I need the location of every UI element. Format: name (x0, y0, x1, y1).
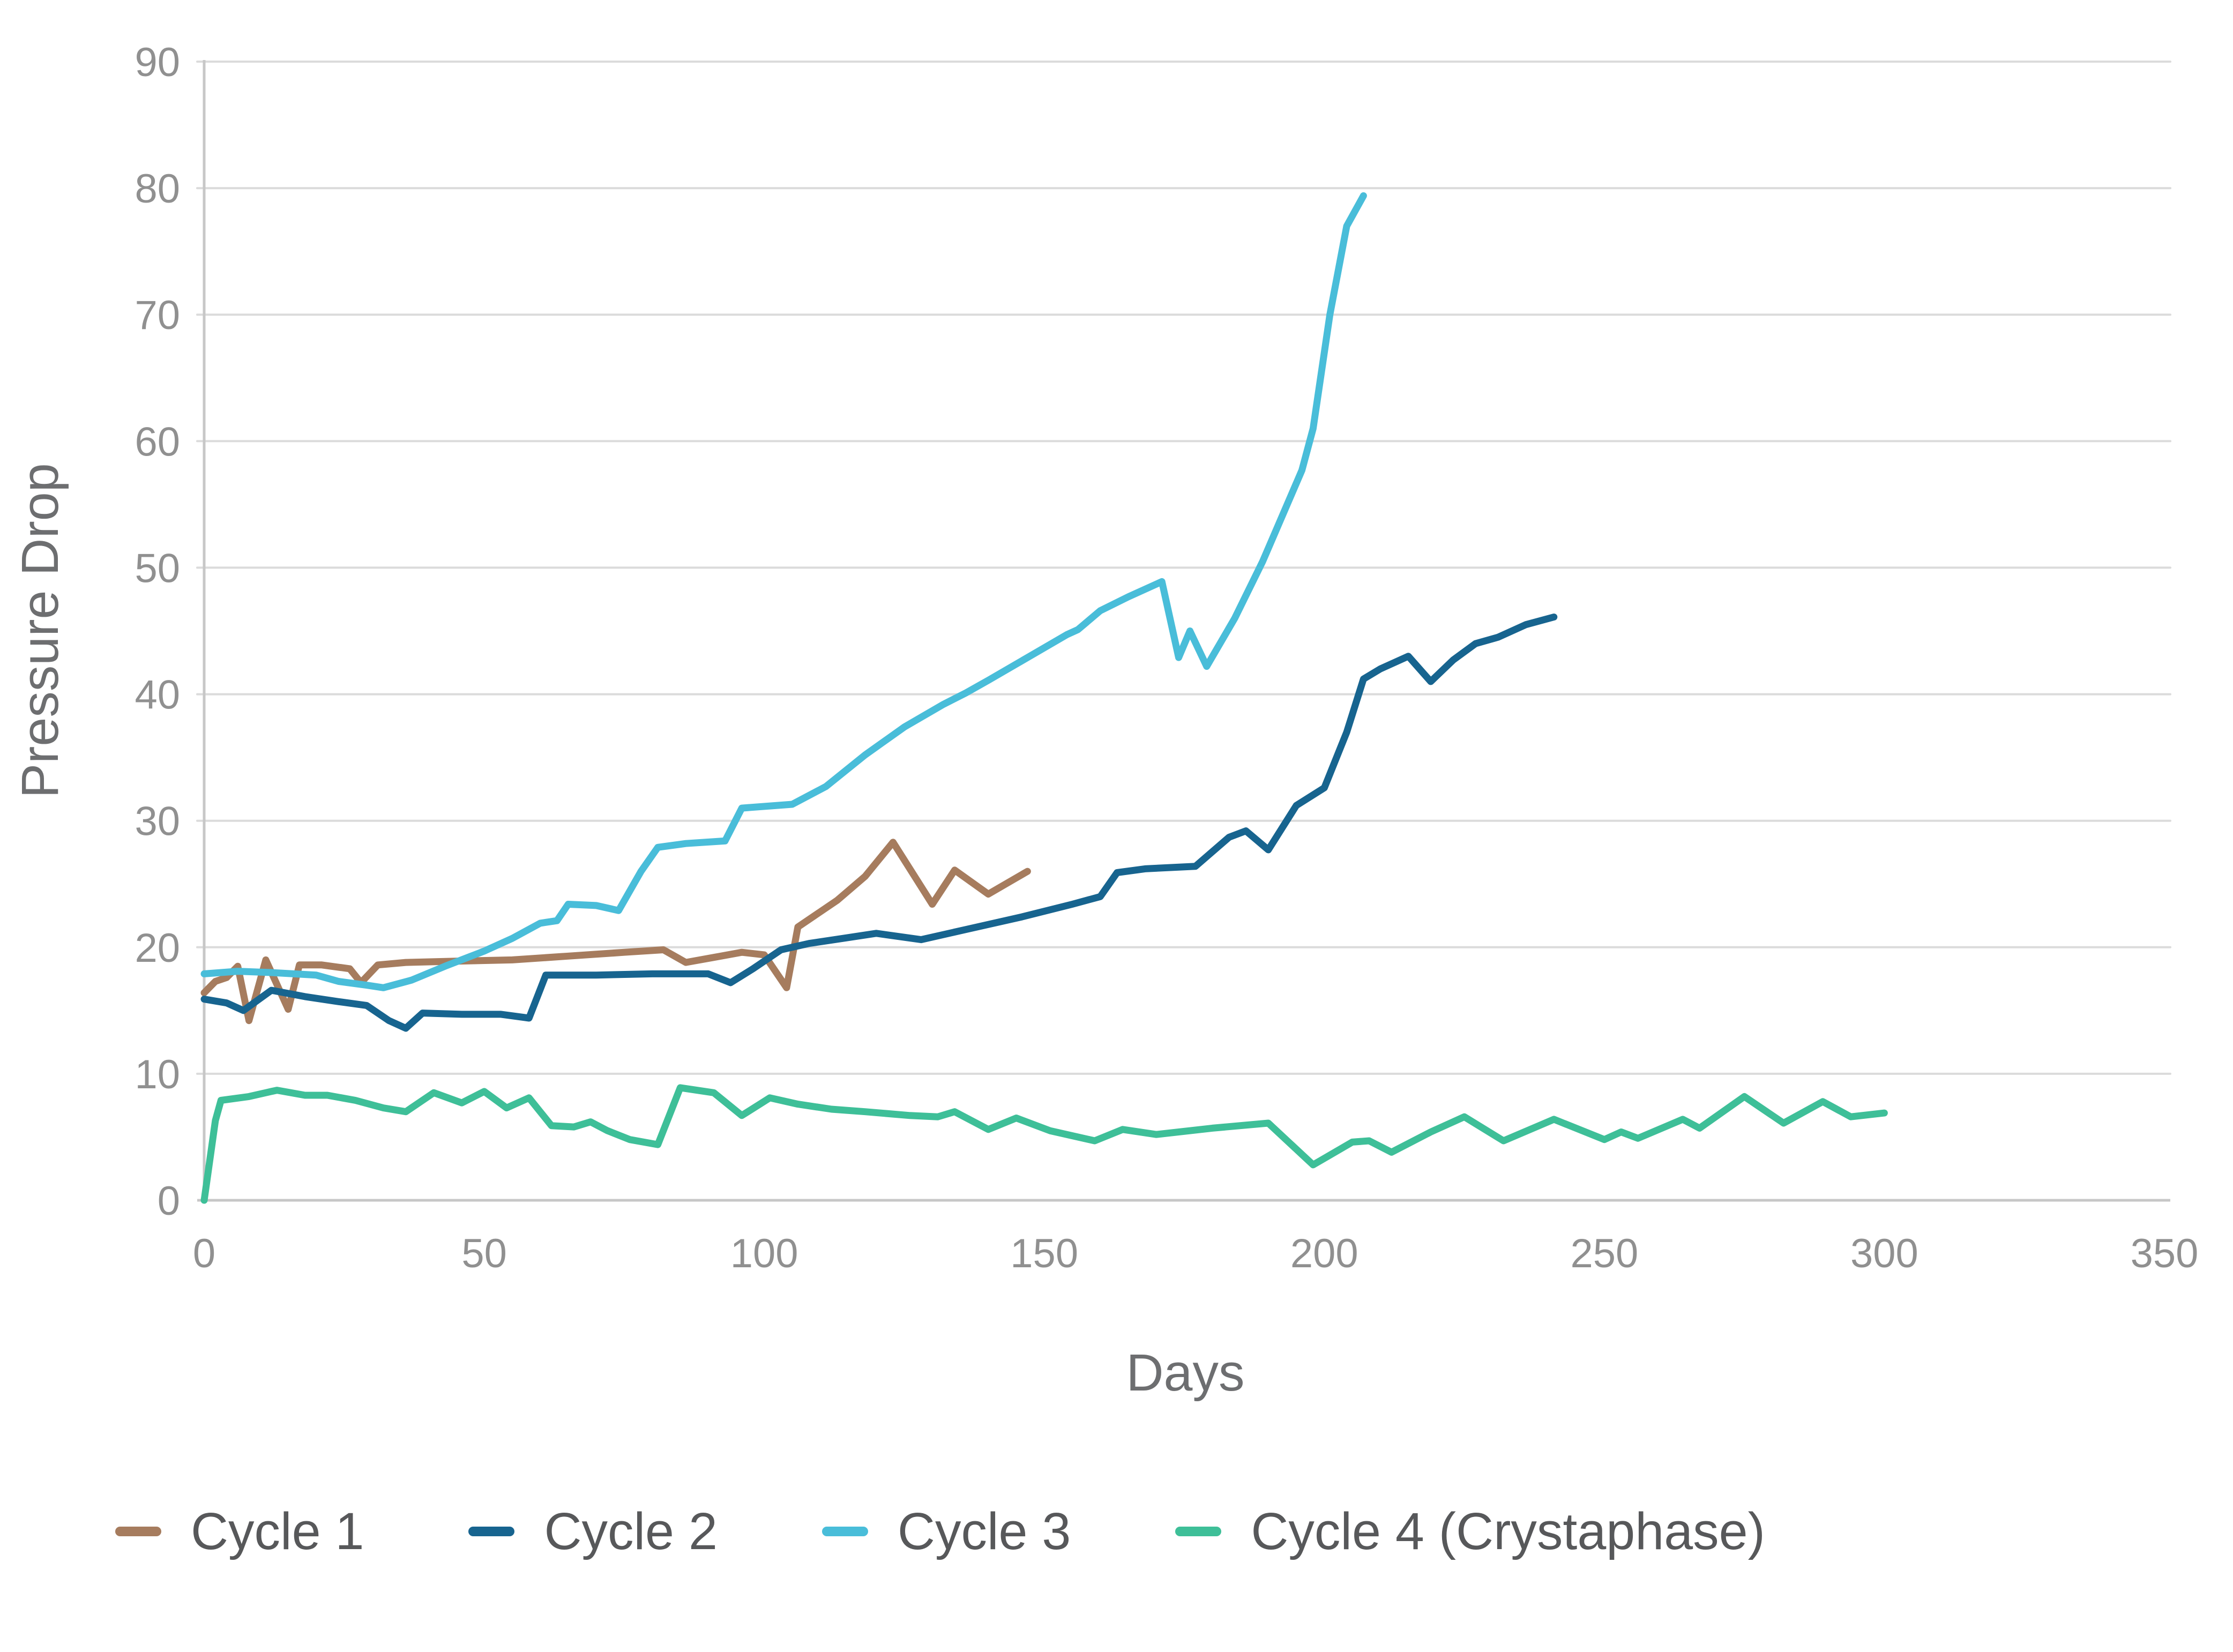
y-tick-label: 80 (135, 166, 180, 212)
x-tick-label: 200 (1290, 1231, 1358, 1276)
x-tick-label: 0 (193, 1231, 215, 1276)
axes (197, 60, 2170, 1202)
legend-item-cycle-1: Cycle 1 (115, 1501, 364, 1561)
series-line-1 (200, 839, 1031, 1025)
legend: Cycle 1 Cycle 2 Cycle 3 Cycle 4 (Crystap… (115, 1501, 1765, 1561)
tick-labels: 0 10 20 30 40 50 60 70 80 90 0 50 100 150 200 250 300 350 (135, 40, 2198, 1276)
x-axis-title: Days (1126, 1343, 1245, 1402)
y-tick-label: 30 (135, 799, 180, 844)
x-tick-label: 150 (1010, 1231, 1078, 1276)
y-tick-label: 90 (135, 40, 180, 85)
legend-label: Cycle 4 (Crystaphase) (1251, 1502, 1765, 1560)
y-tick-label: 0 (158, 1178, 180, 1224)
legend-item-cycle-2: Cycle 2 (468, 1501, 718, 1561)
y-tick-label: 50 (135, 545, 180, 591)
legend-item-cycle-3: Cycle 3 (821, 1501, 1071, 1561)
x-tick-label: 300 (1850, 1231, 1918, 1276)
data-series (200, 192, 1888, 1204)
cycle-4-line-swatch-icon (1175, 1527, 1222, 1536)
gridlines (196, 61, 2171, 1075)
y-tick-label: 40 (135, 672, 180, 718)
y-tick-label: 20 (135, 925, 180, 971)
y-axis-title: Pressure Drop (11, 463, 69, 798)
x-tick-label: 250 (1570, 1231, 1638, 1276)
x-tick-label: 100 (730, 1231, 798, 1276)
x-tick-label: 50 (461, 1231, 507, 1276)
series-line-2 (200, 614, 1558, 1032)
x-tick-label: 350 (2131, 1231, 2199, 1276)
y-tick-label: 70 (135, 293, 180, 338)
y-tick-label: 10 (135, 1052, 180, 1097)
cycle-1-line-swatch-icon (115, 1527, 161, 1536)
legend-label: Cycle 3 (897, 1502, 1071, 1560)
legend-label: Cycle 2 (544, 1502, 718, 1560)
series-line-3 (200, 192, 1367, 991)
legend-item-cycle-4: Cycle 4 (Crystaphase) (1175, 1501, 1765, 1561)
legend-label: Cycle 1 (191, 1502, 364, 1560)
series-line-4 (200, 1084, 1888, 1204)
cycle-2-line-swatch-icon (468, 1527, 515, 1536)
cycle-3-line-swatch-icon (821, 1527, 868, 1536)
y-tick-label: 60 (135, 419, 180, 465)
